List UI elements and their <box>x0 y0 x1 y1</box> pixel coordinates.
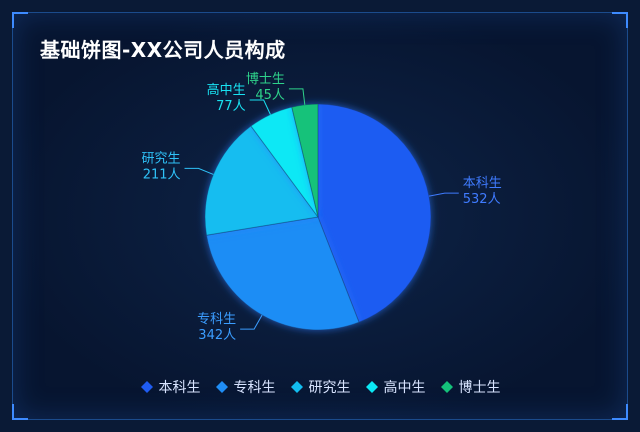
corner-decoration <box>12 12 28 28</box>
slice-value-label: 532人 <box>463 192 501 207</box>
slice-value-label: 45人 <box>255 88 285 103</box>
slice-label: 本科生 <box>463 176 502 191</box>
pie-slice-2[interactable] <box>205 216 360 331</box>
slice-label: 博士生 <box>246 72 285 87</box>
slice-value-label: 77人 <box>216 99 246 114</box>
chart-legend: 本科生 专科生 研究生 高中生 博士生 <box>0 377 640 397</box>
legend-item[interactable]: 高中生 <box>365 377 426 397</box>
legend-label: 专科生 <box>233 380 276 396</box>
legend-label: 本科生 <box>158 380 201 396</box>
corner-decoration <box>612 12 628 28</box>
legend-item[interactable]: 专科生 <box>215 377 276 397</box>
label-line <box>288 88 306 105</box>
label-line <box>240 314 263 330</box>
legend-item[interactable]: 本科生 <box>140 377 201 397</box>
pie-slice-3[interactable] <box>204 125 319 236</box>
label-line <box>249 99 271 115</box>
slice-value-label: 211人 <box>143 167 181 182</box>
legend-swatch-icon <box>215 381 228 393</box>
corner-decoration <box>12 404 28 420</box>
legend-label: 高中生 <box>383 380 426 396</box>
corner-decoration <box>612 404 628 420</box>
legend-label: 博士生 <box>458 380 501 396</box>
legend-swatch-icon <box>140 381 153 393</box>
legend-item[interactable]: 博士生 <box>440 377 501 397</box>
legend-label: 研究生 <box>308 380 351 396</box>
slice-label: 研究生 <box>142 151 181 166</box>
legend-swatch-icon <box>290 381 303 393</box>
slice-label: 专科生 <box>197 312 236 327</box>
slice-value-label: 342人 <box>198 328 236 343</box>
legend-item[interactable]: 研究生 <box>290 377 351 397</box>
legend-swatch-icon <box>440 381 453 393</box>
slice-label: 高中生 <box>207 82 246 98</box>
chart-title: 基础饼图-XX公司人员构成 <box>40 38 286 62</box>
label-line <box>184 167 214 175</box>
label-line <box>428 192 459 197</box>
legend-swatch-icon <box>365 381 378 393</box>
